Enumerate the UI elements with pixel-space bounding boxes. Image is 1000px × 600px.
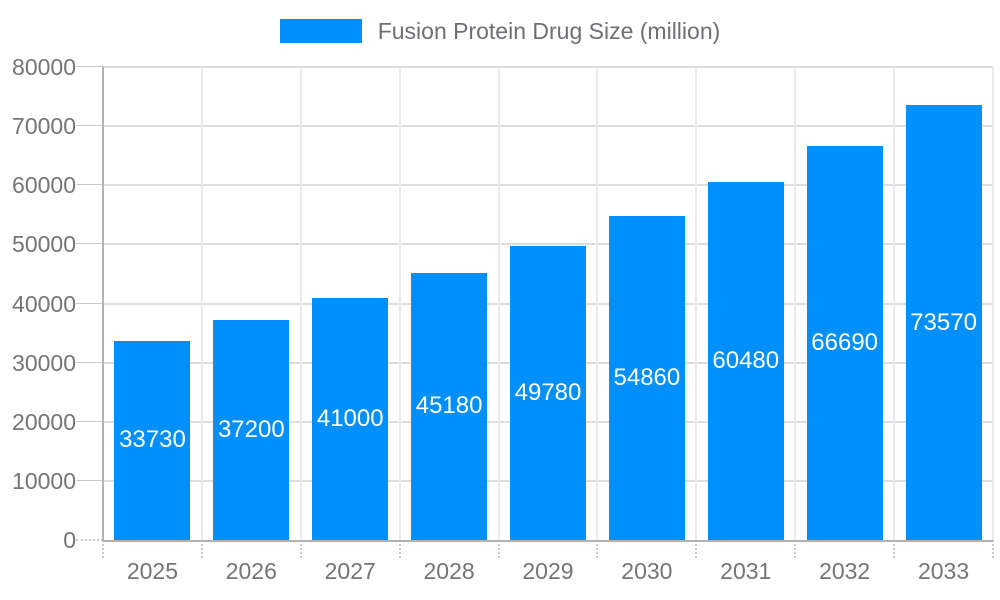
x-axis-tick <box>398 540 401 558</box>
x-axis-label: 2030 <box>621 558 673 584</box>
y-axis-label: 40000 <box>12 290 76 317</box>
x-gridline <box>299 67 302 540</box>
y-axis-line <box>102 67 104 540</box>
y-axis-tick <box>76 184 103 186</box>
bar[interactable] <box>411 272 488 540</box>
y-gridline <box>103 243 993 246</box>
x-axis-tick <box>992 540 994 558</box>
x-axis-label: 2032 <box>819 558 871 584</box>
x-axis-label: 2033 <box>917 558 970 584</box>
x-gridline <box>596 67 599 540</box>
bar-value-label: 73570 <box>910 308 977 336</box>
y-gridline <box>103 125 993 128</box>
x-gridline <box>893 67 896 540</box>
x-axis-tick <box>893 540 896 558</box>
x-axis-label: 2025 <box>126 558 179 584</box>
y-axis-label: 80000 <box>12 54 76 80</box>
bar[interactable] <box>608 215 685 540</box>
y-axis-tick <box>76 479 103 481</box>
x-gridline <box>992 67 994 540</box>
x-axis-label: 2028 <box>423 558 475 584</box>
bar-value-label: 41000 <box>316 404 384 432</box>
bar[interactable] <box>806 145 883 540</box>
x-axis-tick <box>299 540 302 558</box>
bar-value-label: 54860 <box>613 363 681 391</box>
x-gridline <box>794 67 797 540</box>
y-axis-tick <box>76 302 103 304</box>
y-axis-label: 50000 <box>12 231 76 258</box>
bar-value-label: 37200 <box>217 416 285 444</box>
legend[interactable]: Fusion Protein Drug Size (million) <box>0 14 1000 48</box>
bar-value-label: 45180 <box>415 392 483 420</box>
bar[interactable] <box>905 105 982 540</box>
x-gridline <box>398 67 401 540</box>
y-axis-label: 30000 <box>12 349 76 376</box>
bar-value-label: 60480 <box>712 347 780 375</box>
x-axis-label: 2027 <box>324 558 376 584</box>
x-axis-tick <box>794 540 797 558</box>
y-axis-label: 70000 <box>12 113 76 140</box>
bar-value-label: 33730 <box>119 426 186 454</box>
bar-value-label: 49780 <box>514 378 582 406</box>
y-axis-tick <box>76 66 103 67</box>
x-axis-line <box>103 540 993 542</box>
x-axis-label: 2031 <box>720 558 772 584</box>
bar[interactable] <box>707 182 784 540</box>
x-gridline <box>497 67 500 540</box>
bar-value-label: 66690 <box>811 328 879 356</box>
x-axis-label: 2026 <box>225 558 277 584</box>
x-gridline <box>695 67 698 540</box>
y-gridline <box>103 66 993 68</box>
x-gridline <box>200 67 203 540</box>
y-axis-tick <box>76 125 103 127</box>
y-axis-label: 20000 <box>12 408 76 435</box>
bar[interactable] <box>114 340 191 540</box>
bar[interactable] <box>510 245 586 540</box>
x-axis-label: 2029 <box>522 558 574 584</box>
y-gridline <box>103 184 993 187</box>
x-axis-tick <box>596 540 599 558</box>
y-axis-label: 10000 <box>12 467 76 494</box>
y-axis-tick <box>76 361 103 363</box>
y-axis-label: 60000 <box>12 172 76 199</box>
x-axis-tick <box>200 540 203 558</box>
y-axis-tick <box>76 539 103 542</box>
bar[interactable] <box>213 320 290 540</box>
legend-label: Fusion Protein Drug Size (million) <box>377 17 721 44</box>
x-axis-tick <box>695 540 698 558</box>
y-axis-tick <box>76 420 103 422</box>
x-axis-tick <box>497 540 500 558</box>
x-axis-tick <box>102 540 104 558</box>
y-axis-label: 0 <box>63 527 76 553</box>
y-axis-tick <box>76 243 103 245</box>
legend-swatch <box>279 19 362 43</box>
bar[interactable] <box>312 297 389 540</box>
